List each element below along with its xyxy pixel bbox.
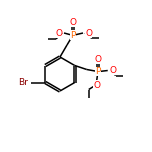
Text: O: O xyxy=(55,29,62,38)
Text: P: P xyxy=(95,67,100,76)
Text: O: O xyxy=(93,81,100,90)
Text: Br: Br xyxy=(18,78,28,87)
Text: P: P xyxy=(70,31,76,40)
Text: O: O xyxy=(94,55,101,64)
Text: O: O xyxy=(69,18,76,27)
Text: O: O xyxy=(110,66,117,75)
Text: O: O xyxy=(85,29,92,38)
